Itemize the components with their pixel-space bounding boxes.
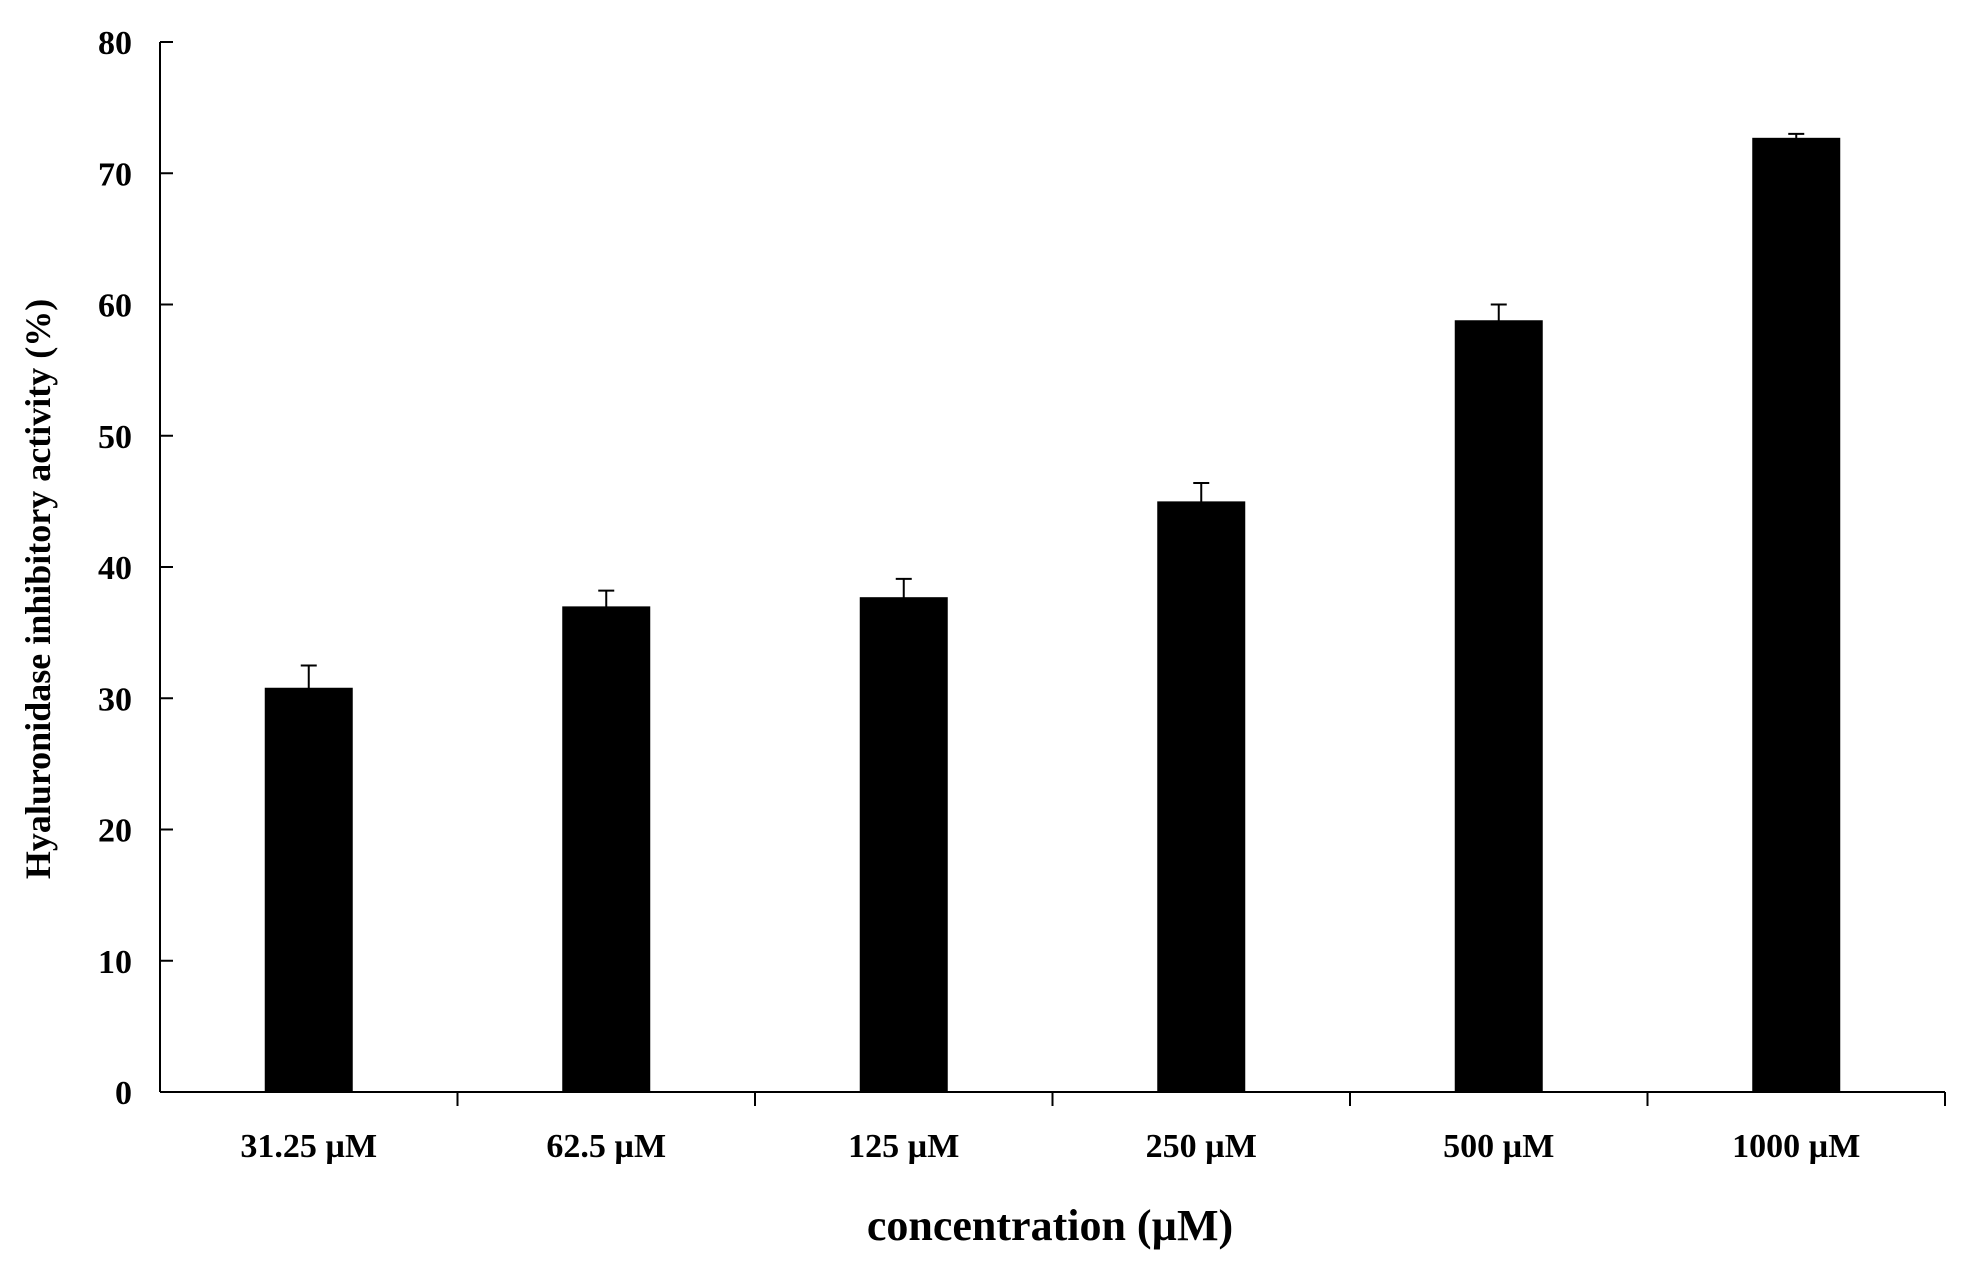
y-tick-label: 10 [98,944,132,981]
x-tick-label: 125 µM [848,1128,959,1165]
x-tick-label: 1000 µM [1732,1128,1860,1165]
y-tick-label: 0 [115,1075,132,1112]
bar [1752,137,1841,1092]
y-tick-label: 60 [98,288,132,325]
bar [264,687,353,1092]
y-tick-label: 30 [98,681,132,718]
x-tick-label: 250 µM [1146,1128,1257,1165]
y-tick-label: 20 [98,813,132,850]
y-axis: 0 10 20 30 40 50 60 70 80 [98,25,173,1112]
bars [264,137,1841,1092]
y-tick-label: 50 [98,419,132,456]
y-axis-title: Hyaluronidase inhibitory activity (%) [18,299,58,879]
error-bars [300,132,1805,712]
y-tick-label: 40 [98,550,132,587]
bar [859,597,948,1092]
bar [562,606,651,1092]
x-tick-label: 62.5 µM [546,1128,666,1165]
x-tick-label: 31.25 µM [240,1128,377,1165]
y-tick-label: 70 [98,156,132,193]
bar [1157,501,1246,1092]
bar [1454,320,1543,1092]
x-tick-label: 500 µM [1443,1128,1554,1165]
x-axis: 31.25 µM 62.5 µM 125 µM 250 µM 500 µM 1000 µM [160,1091,1946,1165]
y-tick-label: 80 [98,25,132,62]
x-axis-title: concentration (µM) [867,1201,1233,1250]
